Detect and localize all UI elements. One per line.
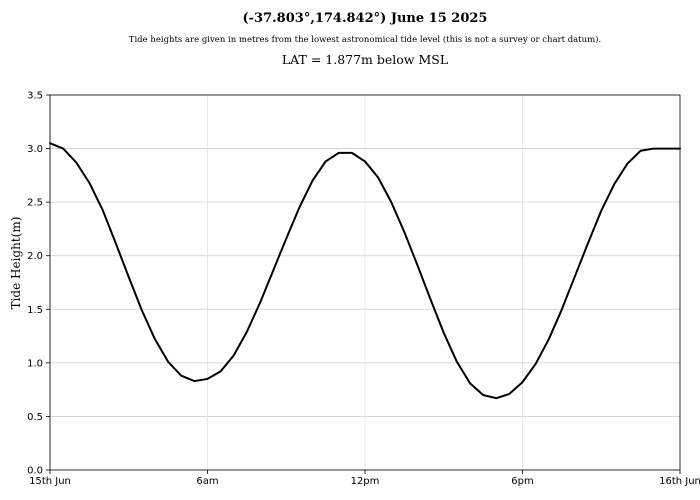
x-tick-label: 16th Jun bbox=[659, 476, 700, 487]
y-tick-label: 3.5 bbox=[27, 91, 43, 102]
y-axis-label: Tide Height(m) bbox=[9, 217, 23, 310]
x-tick-label: 6pm bbox=[511, 476, 533, 487]
y-tick-label: 0.5 bbox=[27, 412, 43, 423]
tide-height-line bbox=[49, 142, 681, 400]
y-tick-label: 1.0 bbox=[27, 358, 43, 369]
y-axis: 0.0 0.5 1.0 1.5 2.0 2.5 3.0 3.5 bbox=[27, 91, 50, 477]
chart-title: (-37.803°,174.842°) June 15 2025 bbox=[242, 11, 488, 26]
y-tick-label: 2.0 bbox=[27, 251, 43, 262]
x-tick-label: 15th Jun bbox=[29, 476, 71, 487]
series-group bbox=[49, 142, 681, 400]
chart-datum-note: LAT = 1.877m below MSL bbox=[281, 52, 449, 67]
y-tick-label: 0.0 bbox=[27, 466, 43, 477]
x-axis: 15th Jun 6am 12pm 6pm 16th Jun bbox=[29, 470, 700, 487]
chart-subtitle: Tide heights are given in metres from th… bbox=[128, 35, 602, 45]
y-tick-label: 3.0 bbox=[27, 144, 43, 155]
y-tick-label: 2.5 bbox=[27, 198, 43, 209]
x-tick-label: 12pm bbox=[351, 476, 380, 487]
y-tick-label: 1.5 bbox=[27, 305, 43, 316]
x-tick-label: 6am bbox=[196, 476, 218, 487]
grid-lines bbox=[49, 94, 681, 471]
